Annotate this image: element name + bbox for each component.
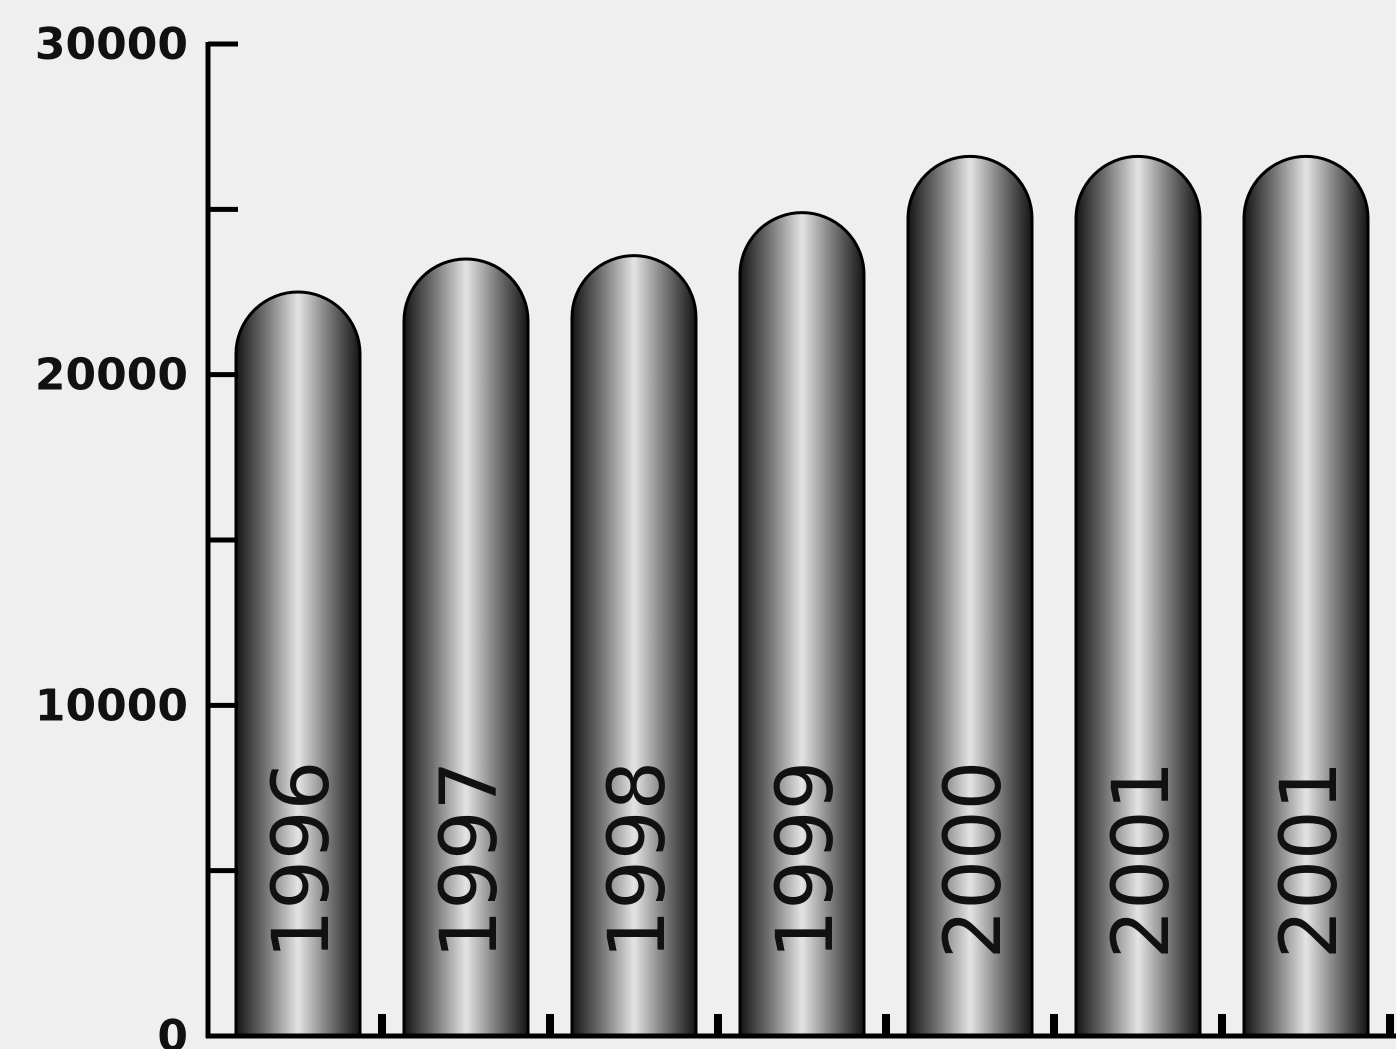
bar-category-label: 1999: [761, 761, 851, 960]
bar: [570, 254, 698, 1038]
bar-group: 2000: [906, 154, 1034, 1038]
bar: [234, 290, 362, 1038]
bar: [1242, 154, 1370, 1038]
y-tick-label: 0: [157, 1011, 188, 1049]
bar-group: 1996: [234, 290, 362, 1038]
bar-category-label: 2000: [929, 761, 1019, 960]
y-tick-label: 20000: [35, 350, 188, 401]
bar-group: 2001: [1074, 154, 1202, 1038]
bar-category-label: 2001: [1097, 761, 1187, 960]
bar-category-label: 1998: [593, 761, 683, 960]
y-tick-label: 30000: [35, 19, 188, 70]
bar-category-label: 2001: [1265, 761, 1355, 960]
bar: [906, 154, 1034, 1038]
bar-category-label: 1996: [257, 761, 347, 960]
y-axis: 0 10000 20000 30000: [35, 19, 1396, 1049]
bar-group: 1999: [738, 211, 866, 1038]
bar: [402, 257, 530, 1038]
bar-group: 2001: [1242, 154, 1370, 1038]
bar: [1074, 154, 1202, 1038]
bar-category-label: 1997: [425, 761, 515, 960]
bar-group: 1997: [402, 257, 530, 1038]
bars-layer: 1996 1997 1998 1999 2000 2001 2001: [234, 154, 1370, 1038]
bar-group: 1998: [570, 254, 698, 1038]
y-tick-label: 10000: [35, 680, 188, 731]
bar: [738, 211, 866, 1038]
